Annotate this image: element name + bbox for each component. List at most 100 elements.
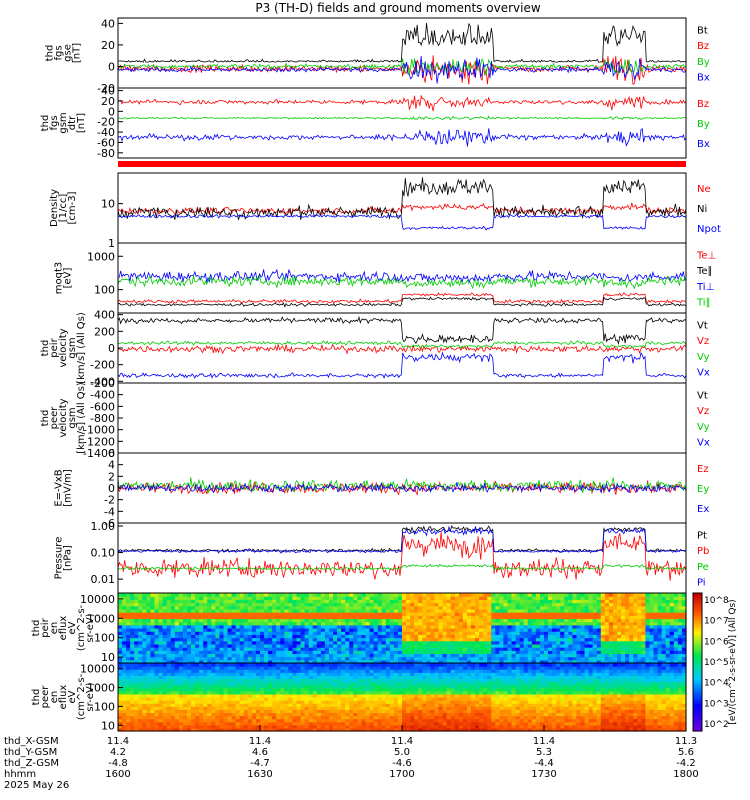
heatmap-cell [592,596,598,600]
heatmap-cell [191,624,196,629]
heatmap-cell [320,697,326,701]
heatmap-cell [203,663,208,667]
heatmap-cell [195,669,200,673]
heatmap-cell [381,593,387,597]
heatmap-cell [203,703,208,707]
heatmap-cell [649,618,655,623]
heatmap-cell [649,605,655,610]
heatmap-cell [576,647,582,651]
heatmap-cell [365,715,371,720]
heatmap-cell [418,718,423,723]
y-tick-label: -2 [104,494,115,507]
heatmap-cell [296,684,302,689]
heatmap-cell [377,605,383,610]
heatmap-cell [146,700,152,704]
heatmap-cell [353,596,358,600]
heatmap-cell [539,653,545,658]
heatmap-cell [475,605,480,610]
heatmap-cell [231,663,237,667]
heatmap-cell [357,697,363,701]
heatmap-cell [264,618,269,623]
heatmap-cell [235,602,241,607]
heatmap-cell [414,672,419,676]
heatmap-cell [462,650,468,655]
y-axis-label: gsm [58,112,69,133]
heatmap-cell [166,684,172,689]
heatmap-cell [633,596,638,600]
heatmap-cell [324,593,330,597]
heatmap-cell [260,693,265,698]
heatmap-cell [203,687,208,692]
heatmap-cell [272,687,277,692]
heatmap-cell [130,709,135,714]
heatmap-cell [138,693,143,698]
heatmap-cell [166,721,172,726]
heatmap-cell [174,621,180,626]
heatmap-cell [284,675,289,680]
heatmap-cell [231,643,237,648]
heatmap-cell [239,621,245,626]
heatmap-cell [621,647,626,651]
heatmap-cell [170,608,176,613]
heatmap-cell [495,659,500,664]
heatmap-cell [191,653,196,658]
heatmap-cell [548,608,553,613]
heatmap-cell [191,669,196,673]
heatmap-cell [430,618,436,623]
heatmap-cell [576,621,582,626]
heatmap-cell [442,593,448,597]
heatmap-cell [369,653,375,658]
heatmap-cell [166,621,172,626]
heatmap-cell [337,621,342,626]
heatmap-cell [284,602,289,607]
heatmap-cell [320,650,326,655]
legend-Vz: Vz [697,406,709,417]
heatmap-cell [535,637,541,642]
heatmap-cell [308,612,314,616]
heatmap-cell [268,647,273,651]
series-line-Vz [118,343,686,355]
heatmap-cell [324,663,330,667]
heatmap-cell [215,621,221,626]
heatmap-cell [608,618,614,623]
heatmap-cell [414,640,419,645]
heatmap-cell [414,663,419,667]
heatmap-cell [239,653,245,658]
heatmap-cell [162,712,168,717]
heatmap-cell [243,634,249,639]
heatmap-cell [260,647,265,651]
heatmap-cell [207,640,212,645]
heatmap-cell [296,659,302,664]
heatmap-cell [665,640,671,645]
heatmap-cell [341,675,346,680]
heatmap-cell [345,656,350,661]
heatmap-cell [434,659,440,664]
heatmap-cell [617,643,622,648]
heatmap-cell [231,727,237,732]
heatmap-cell [324,640,330,645]
heatmap-cell [324,666,330,670]
heatmap-cell [462,596,468,600]
heatmap-cell [568,650,573,655]
heatmap-cell [158,637,164,642]
heatmap-cell [531,593,537,597]
heatmap-cell [389,653,395,658]
heatmap-cell [219,599,225,604]
heatmap-cell [617,640,622,645]
heatmap-cell [239,596,245,600]
heatmap-cell [260,663,265,667]
heatmap-cell [296,621,302,626]
heatmap-cell [154,605,160,610]
heatmap-cell [243,681,249,686]
heatmap-cell [211,624,216,629]
heatmap-cell [154,647,160,651]
heatmap-cell [414,684,419,689]
heatmap-cell [276,690,281,695]
heatmap-cell [300,709,306,714]
heatmap-cell [255,602,261,607]
heatmap-cell [312,605,318,610]
heatmap-cell [154,715,160,720]
heatmap-cell [284,628,289,632]
heatmap-cell [369,593,375,597]
heatmap-cell [458,628,464,632]
